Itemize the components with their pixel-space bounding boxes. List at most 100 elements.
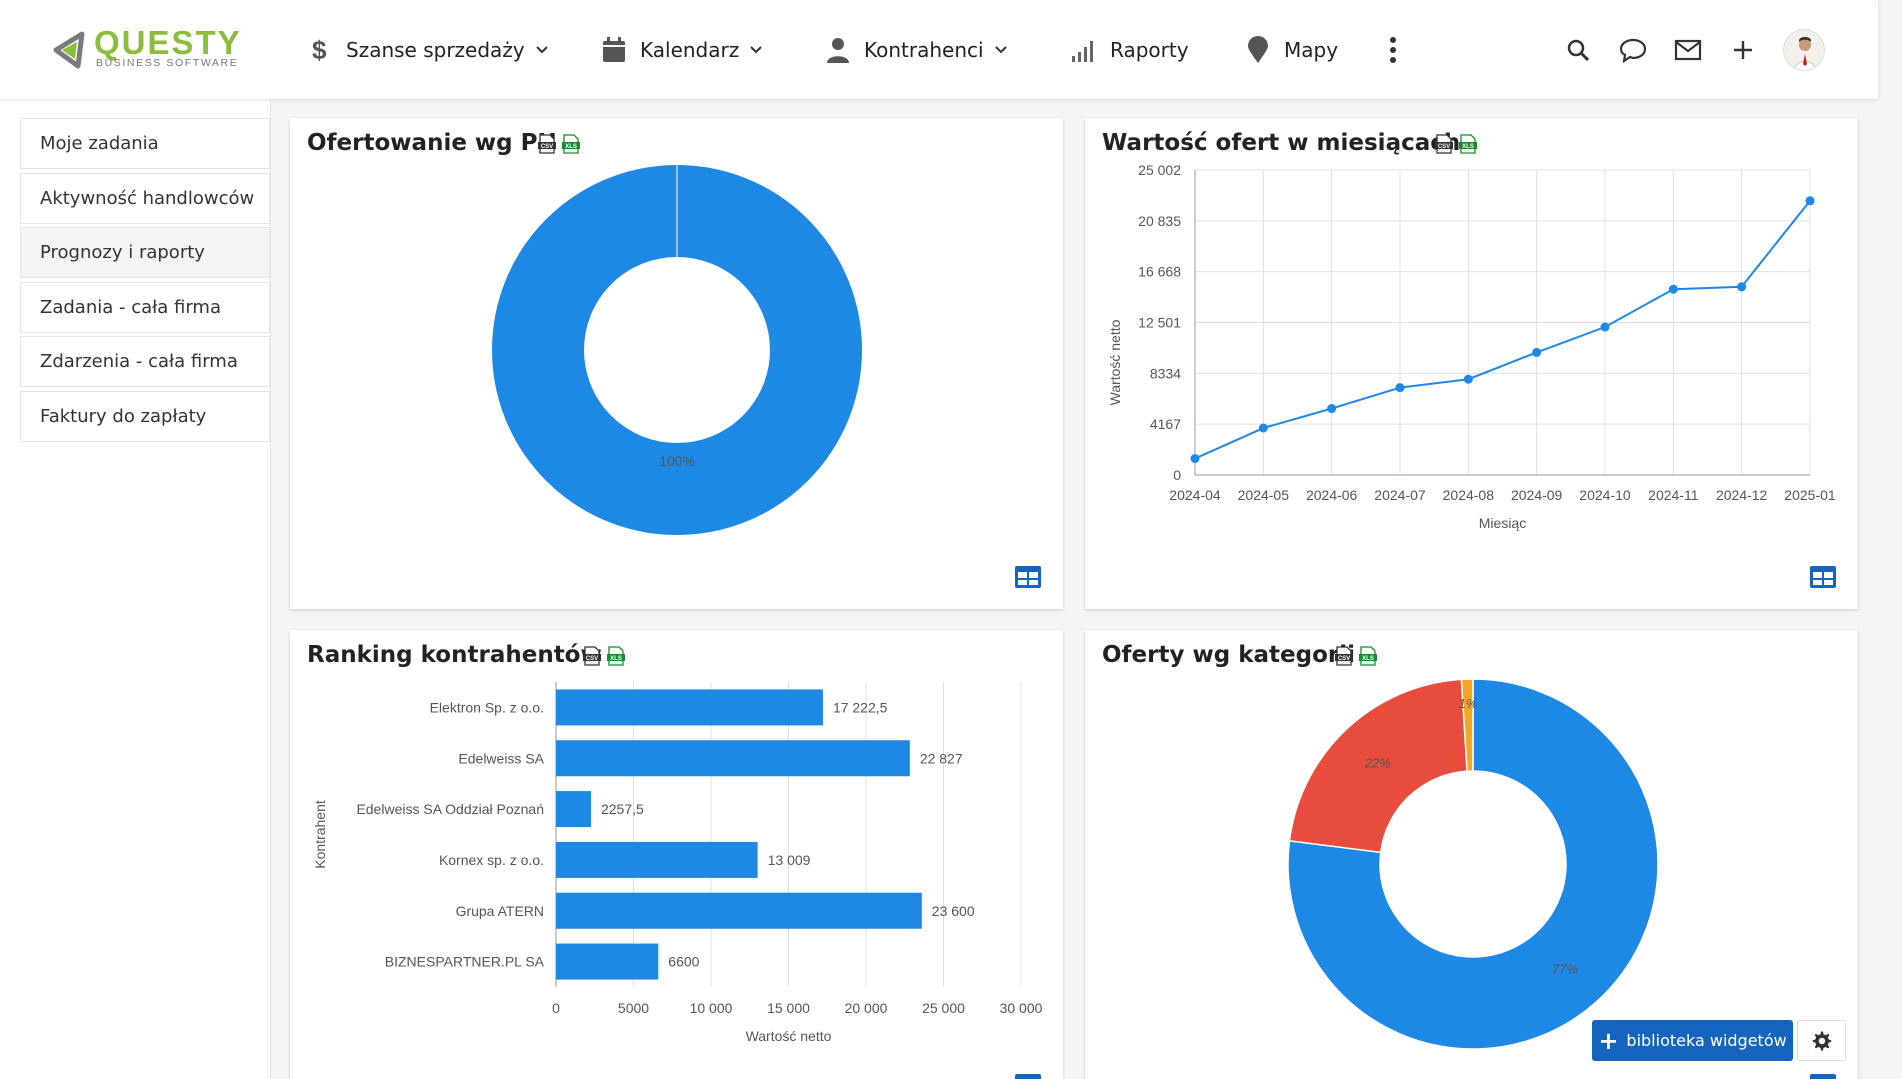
y-tick-label: 16 668 [1138,264,1181,280]
xls-label: XLS [1362,656,1374,662]
y-tick-label: 4167 [1150,416,1181,432]
line-chart-wartosc-ofert: 0 4167 8334 12 501 16 668 20 835 25 002 2024-04… [1107,162,1836,531]
more-vertical-icon[interactable] [1376,33,1410,67]
table-view-icon[interactable] [1014,565,1042,589]
chevron-down-icon [535,46,548,54]
data-point [1805,196,1815,206]
xls-export-icon[interactable]: XLS [562,134,580,154]
slice-label: 100% [659,453,695,469]
x-tick-label: 5000 [618,1000,649,1016]
donut-slice [1287,678,1659,1050]
widget-ofertowanie-wg-ph: Ofertowanie wg PH CSV XLS 100% [290,118,1063,609]
bar [556,740,910,777]
bar-value-label: 6600 [668,954,699,970]
mail-icon[interactable] [1671,33,1705,67]
xls-export-icon[interactable]: XLS [607,646,625,666]
nav-label: Kontrahenci [864,38,984,62]
data-point [1395,383,1405,393]
category-label: BIZNESPARTNER.PL SA [385,954,545,970]
y-tick-label: 0 [1173,467,1181,483]
csv-export-icon[interactable]: CSV [538,134,556,154]
sidebar-item-label: Faktury do zapłaty [40,406,207,427]
slice-label: 77% [1552,961,1578,976]
sidebar: Moje zadania Aktywność handlowców Progno… [0,99,271,1079]
sidebar-item-aktywnosc-handlowcow[interactable]: Aktywność handlowców [20,173,270,224]
xls-export-icon[interactable]: XLS [1359,646,1377,666]
category-label: Kornex sp. z o.o. [439,852,544,868]
category-label: Elektron Sp. z o.o. [430,699,544,715]
nav-label: Szanse sprzedaży [346,38,525,62]
sidebar-item-label: Zadania - cała firma [40,297,221,318]
x-tick-label: 2024-05 [1238,487,1290,503]
x-tick-label: 0 [552,1000,560,1016]
csv-export-icon[interactable]: CSV [583,646,601,666]
table-view-icon[interactable] [1014,1073,1042,1079]
category-label: Edelweiss SA Oddział Poznań [356,801,544,817]
xls-export-icon[interactable]: XLS [1459,134,1477,154]
nav-label: Raporty [1110,38,1189,62]
sidebar-item-prognozy-i-raporty[interactable]: Prognozy i raporty [20,227,270,278]
bar-value-label: 2257,5 [601,801,644,817]
donut-chart-kategorie: 77% 22% 1% [1287,678,1659,1050]
csv-label: CSV [1438,144,1450,150]
table-view-icon[interactable] [1809,565,1837,589]
bar-value-label: 17 222,5 [833,699,888,715]
nav-raporty[interactable]: Raporty [1070,30,1189,70]
csv-export-icon[interactable]: CSV [1335,646,1353,666]
xls-label: XLS [610,656,622,662]
category-label: Grupa ATERN [456,903,544,919]
nav-kontrahenci[interactable]: Kontrahenci [824,30,1008,70]
series-line [1194,200,1811,460]
data-point [1190,454,1200,464]
x-tick-label: 2024-11 [1648,487,1699,503]
data-point [1327,404,1337,414]
y-tick-label: 25 002 [1138,162,1181,178]
csv-label: CSV [586,656,598,662]
widget-title: Oferty wg kategorii [1102,642,1355,668]
sidebar-item-label: Moje zadania [40,133,159,154]
csv-export-icon[interactable]: CSV [1435,134,1453,154]
sidebar-item-label: Aktywność handlowców [40,188,255,209]
nav-szanse-sprzedazy[interactable]: $ Szanse sprzedaży [306,30,549,70]
sidebar-item-zdarzenia-cala-firma[interactable]: Zdarzenia - cała firma [20,336,270,387]
nav-label: Kalendarz [640,38,740,62]
widget-library-button[interactable]: + biblioteka widgetów [1592,1020,1793,1061]
logo-wordmark: QUESTY [94,24,242,61]
x-tick-label: 10 000 [690,1000,733,1016]
bar [556,791,591,828]
chat-icon[interactable] [1616,33,1650,67]
y-tick-label: 8334 [1150,365,1181,381]
data-point [1532,347,1542,357]
category-label: Edelweiss SA [458,750,544,766]
svg-text:$: $ [312,36,327,64]
bar-value-label: 13 009 [768,852,811,868]
sidebar-item-zadania-cala-firma[interactable]: Zadania - cała firma [20,282,270,333]
map-pin-icon [1244,36,1272,64]
sidebar-item-label: Prognozy i raporty [40,242,205,263]
donut-slice [1288,678,1468,854]
bar-chart-ranking: 0 5000 10 000 15 000 20 000 25 000 30 000 Elekt… [312,682,1043,1044]
nav-mapy[interactable]: Mapy [1244,30,1338,70]
questy-logo[interactable]: QUESTY BUSINESS SOFTWARE [48,24,263,72]
x-tick-label: 2024-08 [1443,487,1495,503]
search-icon[interactable] [1561,33,1595,67]
chevron-down-icon [750,46,762,54]
chevron-down-icon [994,46,1007,54]
settings-button[interactable] [1797,1020,1846,1061]
x-tick-label: 2024-04 [1169,487,1221,503]
csv-label: CSV [541,144,553,150]
signal-bars-icon [1070,36,1098,64]
table-view-icon[interactable] [1809,1073,1837,1079]
sidebar-item-faktury-do-zaplaty[interactable]: Faktury do zapłaty [20,391,270,442]
widget-wartosc-ofert-w-miesiacach: Wartość ofert w miesiącach CSV XLS 0 4167… [1085,118,1858,609]
donut-chart-ofertowanie: 100% [492,165,862,535]
y-axis-title: Kontrahent [312,800,328,869]
plus-icon[interactable] [1726,33,1760,67]
sidebar-item-moje-zadania[interactable]: Moje zadania [20,118,270,169]
logo-tagline: BUSINESS SOFTWARE [96,57,239,69]
nav-kalendarz[interactable]: Kalendarz [600,30,763,70]
csv-label: CSV [1338,656,1350,662]
x-tick-label: 2024-12 [1716,487,1768,503]
avatar[interactable] [1783,29,1825,71]
widget-ranking-kontrahentow: Ranking kontrahentów CSV XLS 0 5000 10 000… [290,630,1063,1079]
